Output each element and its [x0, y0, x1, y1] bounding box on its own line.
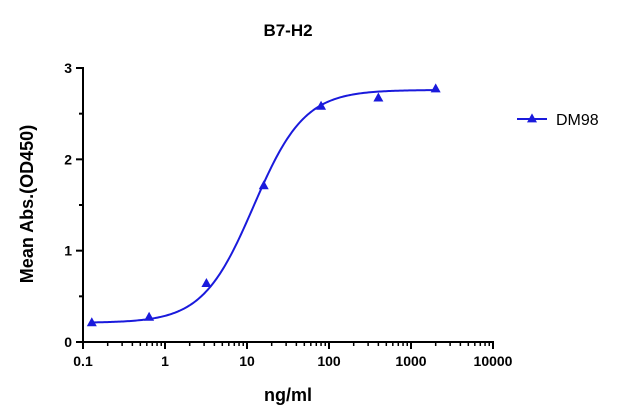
- y-tick-label: 3: [64, 60, 72, 76]
- y-tick-label: 2: [64, 151, 72, 167]
- data-point: [316, 100, 327, 110]
- legend-marker-triangle: [527, 113, 537, 123]
- chart-title: B7-H2: [263, 21, 312, 40]
- y-tick-label: 0: [64, 334, 72, 350]
- data-point: [430, 83, 441, 93]
- x-tick-label: 1: [161, 353, 169, 369]
- x-tick-label: 10: [239, 353, 255, 369]
- data-point: [144, 311, 155, 321]
- data-point: [258, 180, 269, 190]
- fit-curve-dm98: [91, 89, 436, 324]
- x-tick-label: 1000: [395, 353, 426, 369]
- data-point: [86, 317, 97, 327]
- legend-label: DM98: [556, 112, 599, 129]
- data-point: [201, 277, 212, 287]
- legend: DM98: [517, 112, 599, 129]
- x-axis: 0.1 1 10 100 1000 10000: [73, 341, 513, 369]
- data-point: [373, 92, 384, 102]
- y-axis-title: Mean Abs.(OD450): [17, 125, 37, 283]
- y-axis: 0 1 2 3: [64, 60, 84, 350]
- y-tick-label: 1: [64, 243, 72, 259]
- x-tick-label: 0.1: [73, 353, 93, 369]
- x-tick-label: 10000: [474, 353, 513, 369]
- x-axis-title: ng/ml: [264, 385, 312, 405]
- x-tick-label: 100: [317, 353, 341, 369]
- series-layer: [86, 83, 441, 327]
